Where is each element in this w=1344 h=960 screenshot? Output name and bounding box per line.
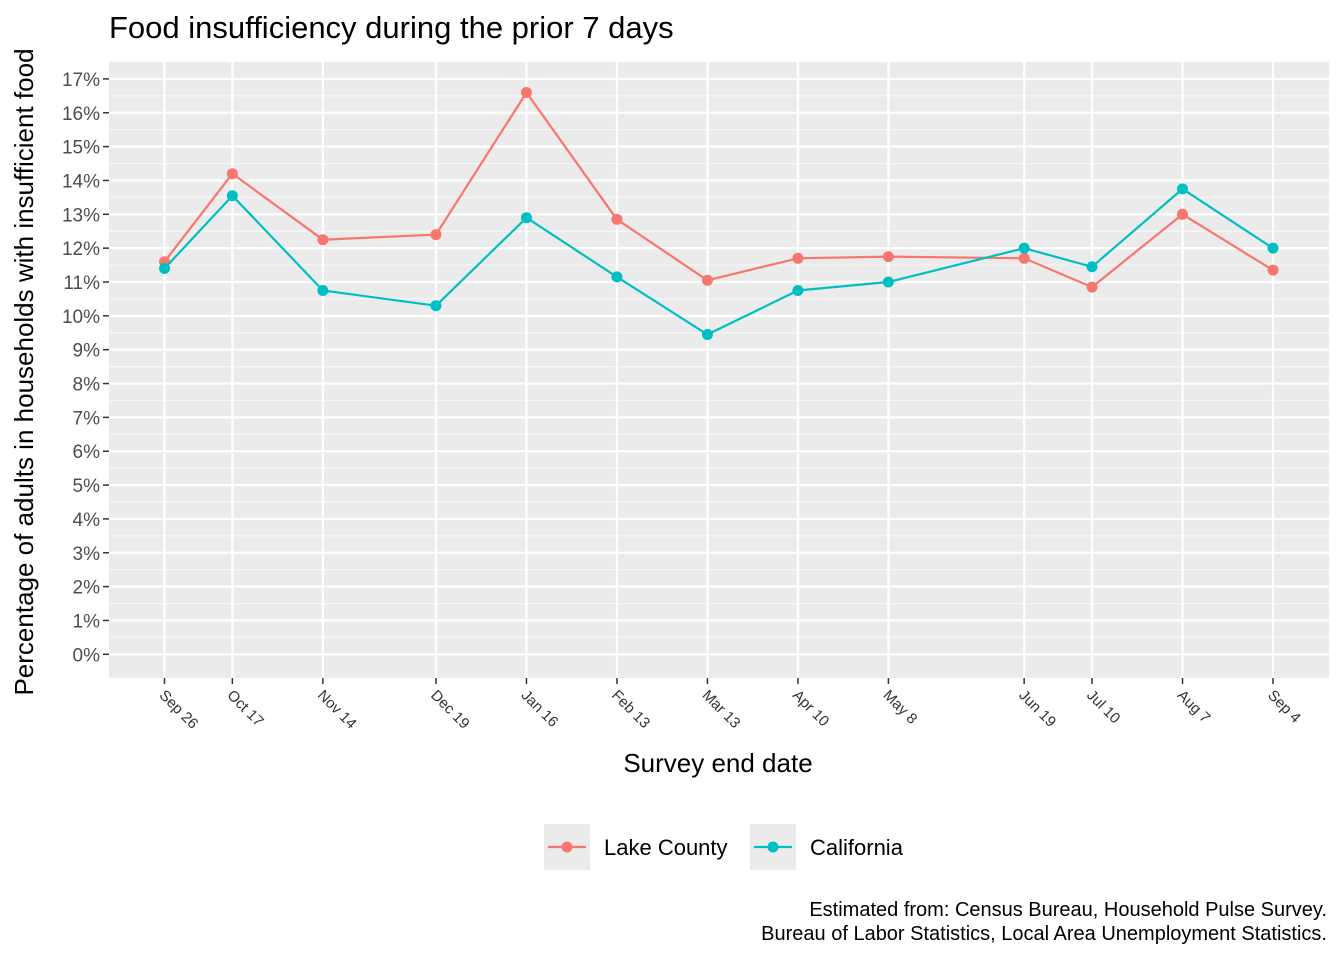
x-tick-label: Jul 10 <box>1083 687 1123 727</box>
data-point-california <box>317 284 329 296</box>
legend: Lake County California <box>544 824 904 870</box>
x-tick-label: Aug 7 <box>1174 687 1214 727</box>
x-tick-label: May 8 <box>880 687 921 728</box>
data-point-california <box>430 300 442 312</box>
grid-major <box>109 62 1329 678</box>
y-axis: 0% 1% 2% 3% 4% 5% 6% 7% 8% 9% 10% 11% 12% 13% 14% 15% 16… <box>62 70 109 666</box>
series-layer <box>159 86 1279 340</box>
y-tick-label: 14% <box>62 171 100 192</box>
data-point-california <box>611 271 623 283</box>
y-tick-label: 0% <box>73 645 101 666</box>
data-point-california <box>226 190 238 202</box>
data-point-lake-county <box>882 251 894 263</box>
data-point-california <box>1018 242 1030 254</box>
data-point-lake-county <box>1018 252 1030 264</box>
y-tick-label: 7% <box>73 408 101 429</box>
y-tick-label: 12% <box>62 239 100 260</box>
caption-line-2: Bureau of Labor Statistics, Local Area U… <box>761 923 1327 945</box>
y-tick-label: 4% <box>73 510 101 531</box>
data-point-lake-county <box>520 86 532 98</box>
data-point-lake-county <box>1267 264 1279 276</box>
plot-panel <box>109 62 1329 678</box>
y-tick-label: 15% <box>62 138 100 159</box>
x-tick-label: Sep 26 <box>156 687 202 733</box>
data-point-california <box>520 212 532 224</box>
data-point-lake-county <box>317 234 329 246</box>
y-tick-label: 11% <box>63 273 100 294</box>
x-tick-label: Apr 10 <box>789 687 832 730</box>
x-tick-label: Mar 13 <box>699 687 744 732</box>
y-tick-label: 16% <box>62 104 100 125</box>
x-tick-label: Sep 4 <box>1264 687 1304 727</box>
x-tick-label: Feb 13 <box>608 687 653 732</box>
x-axis-title: Survey end date <box>623 748 812 778</box>
y-tick-label: 2% <box>73 578 101 599</box>
y-tick-label: 1% <box>73 611 101 632</box>
data-point-lake-county <box>701 274 713 286</box>
y-tick-label: 3% <box>73 544 101 565</box>
data-point-lake-county <box>226 168 238 180</box>
data-point-lake-county <box>430 229 442 241</box>
x-axis: Sep 26 Oct 17 Nov 14 Dec 19 Jan 16 Feb 13 Mar … <box>156 678 1304 732</box>
y-tick-label: 8% <box>73 375 101 396</box>
y-tick-label: 13% <box>62 205 100 226</box>
legend-point-lake-county <box>561 841 573 853</box>
y-tick-label: 10% <box>62 307 100 328</box>
data-point-lake-county <box>1086 281 1098 293</box>
x-tick-label: Dec 19 <box>427 687 473 733</box>
data-point-lake-county <box>611 213 623 225</box>
legend-label-california: California <box>810 835 904 860</box>
chart-title: Food insufficiency during the prior 7 da… <box>109 10 674 45</box>
x-tick-label: Jun 19 <box>1015 687 1059 731</box>
data-point-california <box>1267 242 1279 254</box>
x-tick-label: Jan 16 <box>518 687 562 731</box>
data-point-california <box>1177 183 1189 195</box>
y-tick-label: 6% <box>73 442 101 463</box>
x-tick-label: Nov 14 <box>314 687 360 733</box>
data-point-california <box>701 328 713 340</box>
data-point-california <box>1086 261 1098 273</box>
y-axis-title: Percentage of adults in households with … <box>9 48 39 695</box>
grid-minor <box>109 95 1329 638</box>
y-tick-label: 9% <box>73 341 101 362</box>
x-tick-label: Oct 17 <box>224 687 267 730</box>
y-tick-label: 17% <box>62 70 100 91</box>
data-point-california <box>159 262 170 274</box>
data-point-lake-county <box>1177 208 1189 220</box>
data-point-california <box>882 276 894 288</box>
caption-line-1: Estimated from: Census Bureau, Household… <box>809 899 1327 921</box>
data-point-lake-county <box>792 252 804 264</box>
y-tick-label: 5% <box>73 476 101 497</box>
legend-label-lake-county: Lake County <box>604 835 728 860</box>
data-point-california <box>792 284 804 296</box>
legend-point-california <box>767 841 779 853</box>
